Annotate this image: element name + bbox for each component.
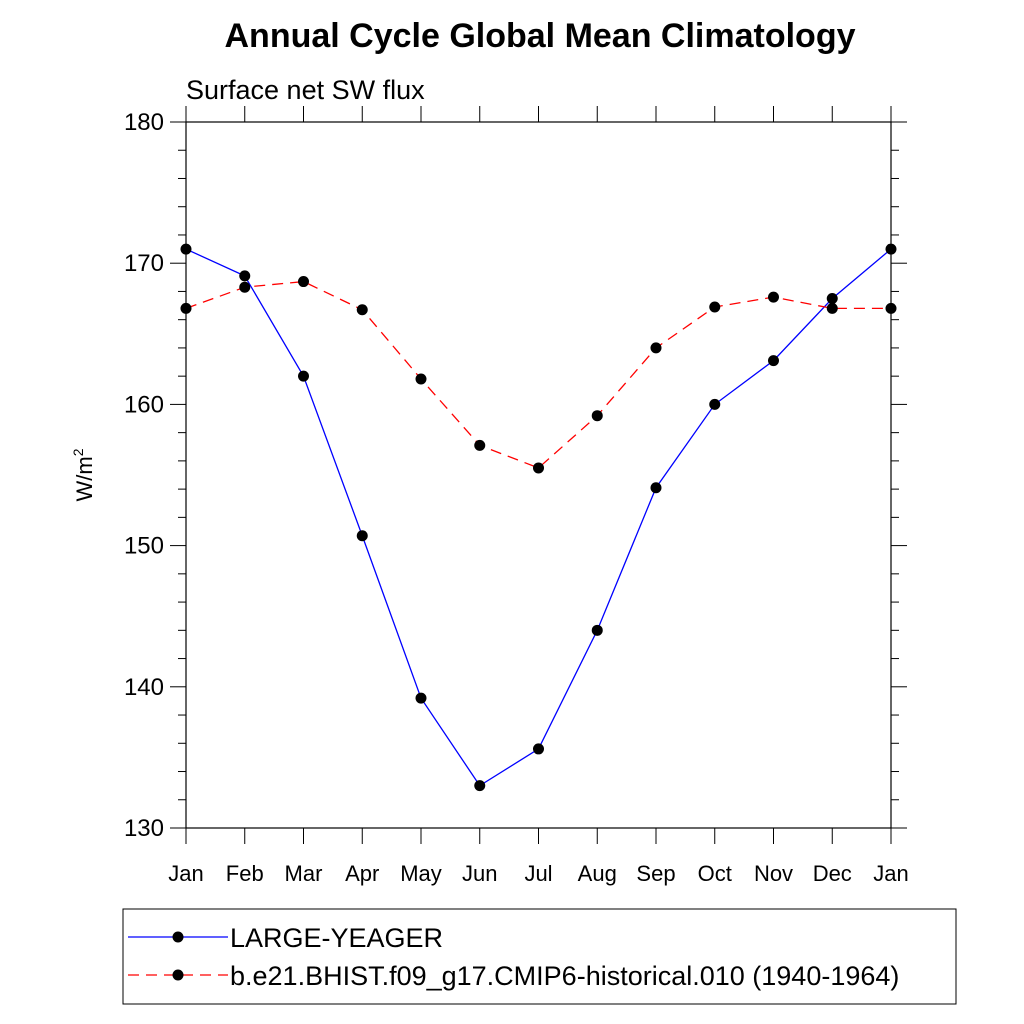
series-2-point [885, 302, 897, 314]
legend-label-2: b.e21.BHIST.f09_g17.CMIP6-historical.010… [230, 961, 899, 991]
x-tick-label: Dec [813, 861, 852, 886]
y-tick-label: 130 [124, 815, 164, 842]
series-1-point [298, 370, 309, 382]
y-axis-label-base: W/m [72, 456, 97, 501]
series-1-point [415, 692, 427, 704]
series-2-point [826, 302, 838, 314]
x-tick-label: Aug [578, 861, 617, 886]
series-2-point [415, 373, 427, 385]
x-tick-label: Oct [698, 861, 732, 886]
plot-frame [185, 121, 892, 829]
series-2-point [180, 302, 192, 314]
y-axis-label-superscript: 2 [70, 448, 86, 456]
series-1-point [826, 293, 838, 304]
series-2-point [768, 291, 779, 303]
y-tick-label: 150 [124, 533, 164, 560]
x-tick-label: Apr [345, 861, 379, 886]
series-2-point [533, 462, 544, 474]
series-1-point [180, 243, 192, 255]
legend: LARGE-YEAGER b.e21.BHIST.f09_g17.CMIP6-hi… [122, 908, 957, 1005]
series-1-point [768, 355, 779, 367]
series-1-point [239, 270, 251, 282]
legend-marker-1 [172, 931, 184, 943]
y-axis-label: W/m2 [70, 448, 97, 501]
series-2-point [709, 301, 721, 313]
series-1-point [356, 530, 368, 542]
series-2-point [591, 410, 603, 422]
series-2-point [356, 304, 368, 316]
series-layer [180, 243, 897, 792]
series-2-point [650, 342, 662, 354]
x-tick-label: Jan [873, 861, 908, 886]
series-1-point [885, 243, 897, 255]
series-1-point [474, 780, 486, 792]
x-tick-label: Jul [524, 861, 552, 886]
y-tick-label: 160 [124, 391, 164, 418]
y-tick-label: 180 [124, 109, 164, 136]
legend-marker-2 [172, 969, 184, 981]
y-tick-label: 170 [124, 250, 164, 277]
x-tick-label: Jan [168, 861, 203, 886]
x-tick-label: Nov [754, 861, 793, 886]
axes-layer: 130 140 150 160 170 180 Jan Feb Mar Apr May Jun Jul A… [124, 106, 909, 886]
series-1-point [709, 398, 721, 410]
chart-subtitle: Surface net SW flux [186, 75, 425, 105]
series-1-point [533, 743, 544, 755]
legend-label-1: LARGE-YEAGER [230, 923, 443, 953]
x-tick-label: Jun [462, 861, 497, 886]
legend-box [122, 908, 957, 1005]
x-tick-label: Mar [285, 861, 323, 886]
x-tick-label: May [400, 861, 442, 886]
y-tick-label: 140 [124, 674, 164, 701]
series-2-point [474, 439, 486, 451]
series-2-point [298, 276, 309, 288]
series-line-1 [185, 248, 892, 787]
series-line-2 [185, 280, 891, 469]
chart-title: Annual Cycle Global Mean Climatology [225, 17, 856, 55]
series-2-point [239, 281, 251, 293]
x-tick-label: Feb [226, 861, 264, 886]
series-1-point [591, 624, 603, 636]
series-1-point [650, 482, 662, 494]
x-tick-label: Sep [636, 861, 675, 886]
